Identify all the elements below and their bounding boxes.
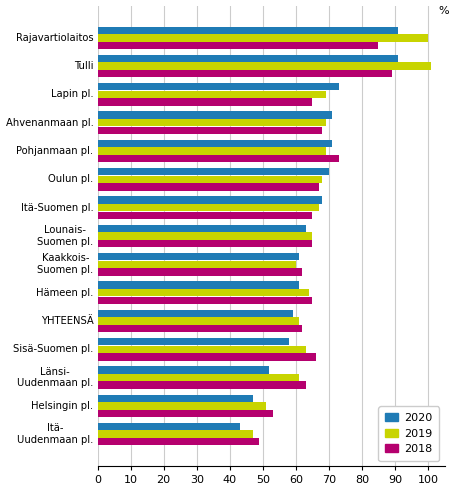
Bar <box>98 83 339 90</box>
Bar <box>98 438 260 445</box>
Bar <box>98 374 299 381</box>
Bar <box>98 42 379 49</box>
Bar <box>98 225 306 232</box>
Legend: 2020, 2019, 2018: 2020, 2019, 2018 <box>379 407 439 461</box>
Bar <box>98 196 322 204</box>
Bar <box>98 176 322 183</box>
Bar <box>98 394 253 402</box>
Bar <box>98 261 296 268</box>
Bar <box>98 212 312 219</box>
Bar <box>98 310 292 317</box>
Bar <box>98 119 326 127</box>
Bar <box>98 410 273 417</box>
Bar <box>98 289 309 296</box>
Bar <box>98 232 312 240</box>
Bar <box>98 70 392 78</box>
Bar <box>98 423 240 430</box>
Bar <box>98 366 269 374</box>
Bar <box>98 183 319 191</box>
Bar <box>98 127 322 134</box>
Bar <box>98 168 329 175</box>
Bar <box>98 62 431 70</box>
Bar <box>98 34 428 42</box>
Bar <box>98 402 266 409</box>
Bar <box>98 281 299 289</box>
Bar <box>98 204 319 211</box>
Bar <box>98 140 332 147</box>
Bar <box>98 155 339 163</box>
Text: %: % <box>438 5 449 16</box>
Bar <box>98 382 306 389</box>
Bar <box>98 268 302 275</box>
Bar <box>98 91 326 98</box>
Bar <box>98 338 289 345</box>
Bar <box>98 346 306 353</box>
Bar <box>98 353 316 360</box>
Bar <box>98 317 299 325</box>
Bar <box>98 297 312 304</box>
Bar <box>98 111 332 119</box>
Bar <box>98 253 299 260</box>
Bar <box>98 325 302 332</box>
Bar <box>98 147 326 155</box>
Bar <box>98 27 398 34</box>
Bar <box>98 98 312 106</box>
Bar <box>98 431 253 438</box>
Bar <box>98 55 398 62</box>
Bar <box>98 240 312 247</box>
